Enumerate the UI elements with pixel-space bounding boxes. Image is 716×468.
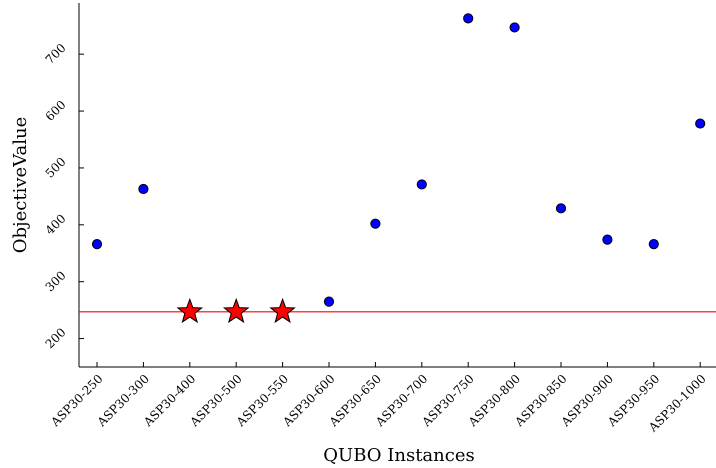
data-points xyxy=(91,13,706,324)
data-point xyxy=(323,296,335,307)
data-point-star xyxy=(222,297,250,324)
data-point xyxy=(695,118,706,129)
data-point xyxy=(648,239,659,250)
axes xyxy=(78,3,716,368)
data-point xyxy=(509,22,520,33)
y-tick-label: 500 xyxy=(43,155,69,181)
data-point xyxy=(91,239,103,250)
data-point xyxy=(138,183,149,195)
data-point-star xyxy=(269,297,296,324)
data-point xyxy=(602,234,613,245)
y-tick-label: 400 xyxy=(43,211,69,237)
y-axis-title: ObjectiveValue xyxy=(10,117,31,254)
data-point xyxy=(463,13,474,24)
y-tick-labels: 200 300 400 500 600 700 xyxy=(43,41,69,351)
x-tick-labels: ASP30-250ASP30-300ASP30-400ASP30-500ASP3… xyxy=(47,372,708,436)
y-tick-label: 600 xyxy=(43,98,69,124)
y-tick-label: 700 xyxy=(43,41,69,67)
data-point-star xyxy=(176,297,204,324)
y-tick-label: 200 xyxy=(43,325,69,351)
data-point xyxy=(555,203,567,214)
data-point xyxy=(416,179,427,190)
x-axis-title: QUBO Instances xyxy=(323,445,474,466)
y-tick-label: 300 xyxy=(43,268,69,294)
data-point xyxy=(370,218,381,229)
